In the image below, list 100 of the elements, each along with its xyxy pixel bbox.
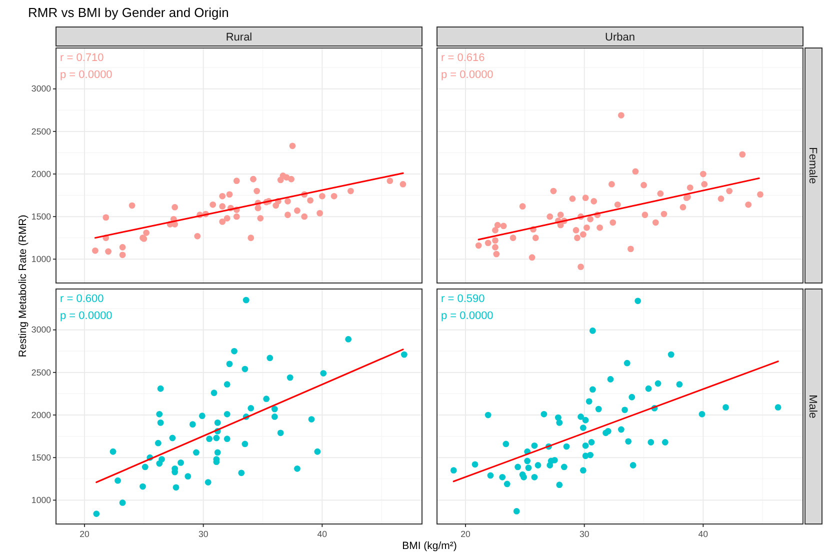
x-tick-label: 20 <box>460 529 471 539</box>
point <box>654 380 662 387</box>
point <box>206 436 212 442</box>
point <box>288 176 294 182</box>
point <box>204 479 212 486</box>
point <box>119 252 126 258</box>
point <box>520 474 527 480</box>
annotation: r = 0.600 <box>60 293 104 305</box>
point <box>722 404 729 411</box>
point <box>642 212 648 218</box>
point <box>143 230 150 236</box>
point <box>700 170 706 178</box>
point <box>142 464 148 470</box>
x-tick-label: 40 <box>317 529 328 539</box>
y2-axis-title: Female <box>806 147 819 184</box>
point <box>614 201 621 208</box>
point <box>580 467 586 474</box>
point <box>238 470 245 476</box>
point <box>110 448 116 455</box>
point <box>400 351 408 358</box>
point <box>184 473 192 480</box>
point <box>546 213 554 220</box>
y2-axis-title: Male <box>806 394 819 418</box>
y-tick-label: 2500 <box>31 367 52 378</box>
point <box>114 477 121 484</box>
point <box>582 416 589 424</box>
point <box>686 184 694 191</box>
point <box>254 204 262 212</box>
point <box>172 204 178 210</box>
point <box>718 196 724 202</box>
point <box>475 242 482 249</box>
point <box>648 439 654 446</box>
point <box>294 207 300 214</box>
point <box>189 421 196 428</box>
chart-title: RMR vs BMI by Gender and Origin <box>28 5 229 20</box>
point <box>534 462 542 468</box>
point <box>157 419 164 426</box>
point <box>348 188 354 194</box>
annotation: r = 0.710 <box>60 52 104 64</box>
point <box>314 448 321 455</box>
y-tick-label: 3000 <box>31 324 52 335</box>
point <box>250 176 256 182</box>
point <box>563 443 570 450</box>
point <box>627 246 634 252</box>
point <box>595 406 602 412</box>
point <box>169 434 176 442</box>
point <box>557 212 564 218</box>
point <box>308 416 315 422</box>
point <box>504 480 510 488</box>
point <box>154 440 162 446</box>
point <box>519 203 526 210</box>
point <box>492 227 498 234</box>
point <box>582 442 589 449</box>
point <box>640 182 647 188</box>
point <box>284 212 291 218</box>
point <box>492 244 498 250</box>
point <box>657 190 664 197</box>
point <box>662 439 668 446</box>
y-tick-label: 2000 <box>31 410 52 420</box>
point <box>590 198 598 204</box>
point <box>587 452 594 458</box>
point <box>242 440 248 448</box>
x-tick-label: 30 <box>579 529 590 539</box>
point <box>224 410 230 418</box>
point <box>540 410 548 418</box>
point <box>289 142 296 150</box>
point <box>500 222 507 230</box>
point <box>224 381 230 388</box>
point <box>532 234 539 242</box>
point <box>589 328 596 334</box>
point <box>484 412 492 418</box>
point <box>701 181 708 188</box>
y-tick-label: 2500 <box>31 126 52 136</box>
point <box>450 467 457 474</box>
point <box>624 360 630 366</box>
point <box>499 474 506 480</box>
point <box>739 151 746 158</box>
x-tick-label: 40 <box>698 529 708 539</box>
point <box>757 191 764 198</box>
point <box>105 248 112 255</box>
y-tick-label: 2000 <box>31 168 52 179</box>
point <box>660 210 668 218</box>
y-axis-title: Resting Metabolic Rate (RMR) <box>17 214 29 358</box>
x-tick-label: 30 <box>198 529 208 539</box>
point <box>774 404 782 411</box>
point <box>582 194 589 202</box>
point <box>92 247 98 254</box>
point <box>226 191 233 198</box>
point <box>556 419 563 426</box>
point <box>513 508 520 514</box>
point <box>502 440 510 448</box>
annotation: p = 0.0000 <box>60 69 112 81</box>
point <box>233 178 240 184</box>
point <box>233 213 240 220</box>
point <box>301 213 308 220</box>
point <box>119 500 126 506</box>
point <box>119 244 126 250</box>
point <box>242 366 248 372</box>
point <box>645 385 652 392</box>
point <box>330 192 338 200</box>
